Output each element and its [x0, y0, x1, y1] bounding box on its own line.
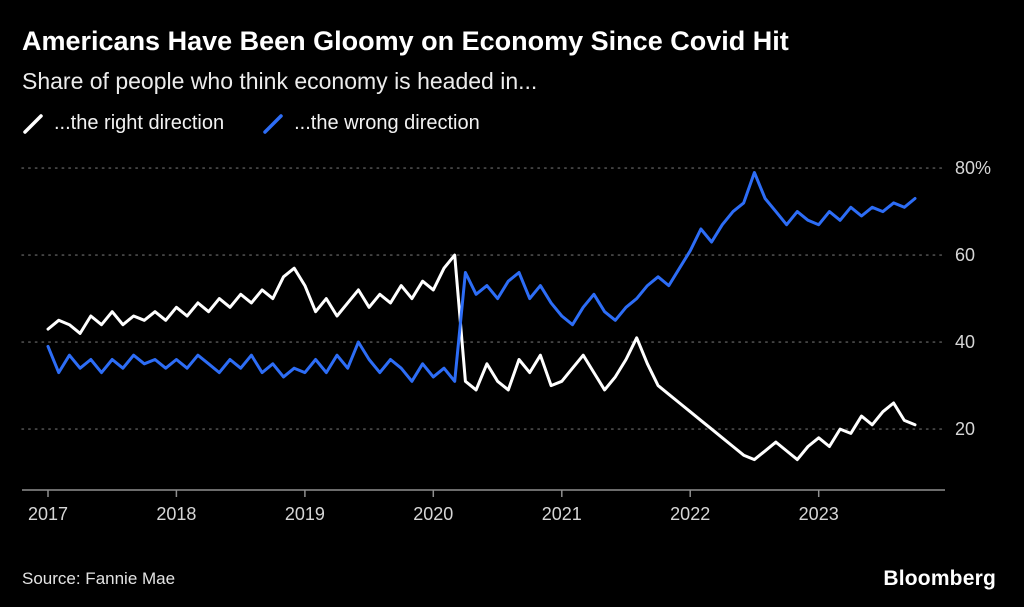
x-axis-label: 2022	[670, 504, 710, 524]
blue-line-icon	[263, 113, 283, 134]
legend-item-right-direction: ...the right direction	[22, 112, 224, 135]
legend-label-right-direction: ...the right direction	[54, 112, 225, 134]
legend-item-wrong-direction: ...the wrong direction	[262, 112, 480, 135]
x-axis-label: 2017	[28, 504, 68, 524]
white-line-icon	[23, 113, 43, 134]
chart-subtitle: Share of people who think economy is hea…	[22, 68, 538, 94]
x-axis-label: 2023	[799, 504, 839, 524]
x-axis-label: 2020	[413, 504, 453, 524]
chart-legend: ...the right direction ...the wrong dire…	[22, 112, 480, 135]
source-note: Source: Fannie Mae	[22, 569, 176, 588]
chart-title: Americans Have Been Gloomy on Economy Si…	[22, 26, 789, 56]
y-axis-label: 40	[955, 332, 975, 352]
bloomberg-logo: Bloomberg	[883, 567, 996, 590]
line-chart: 20 40 60 80% 2017 2018 2019 2020 2021 2022 2023	[21, 158, 991, 524]
x-axis-label: 2018	[156, 504, 196, 524]
series-line	[46, 253, 917, 462]
legend-label-wrong-direction: ...the wrong direction	[294, 112, 480, 134]
y-axis-label: 80%	[955, 158, 991, 178]
y-axis-label: 60	[955, 245, 975, 265]
series-line	[46, 171, 917, 383]
x-axis-label: 2021	[542, 504, 582, 524]
y-axis-label: 20	[955, 419, 975, 439]
x-axis-label: 2019	[285, 504, 325, 524]
